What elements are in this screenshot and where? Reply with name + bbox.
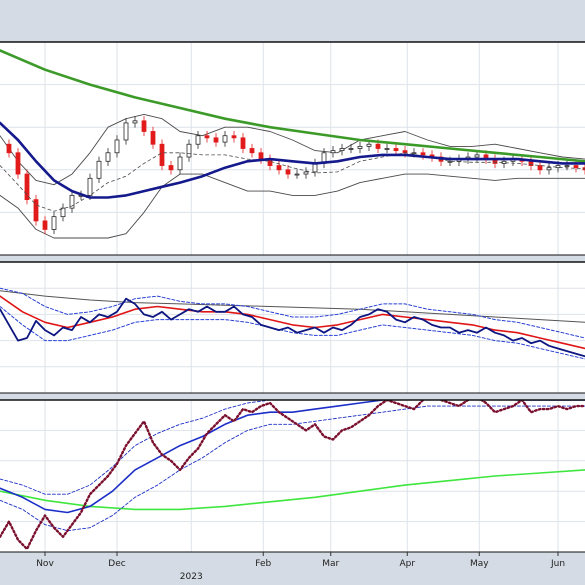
candle-body — [222, 135, 228, 143]
candle-body — [123, 122, 129, 141]
candle-body — [6, 143, 12, 154]
candle-body — [420, 152, 426, 156]
candle-body — [177, 156, 183, 171]
x-tick-label: Jun — [550, 559, 565, 569]
candle-body — [258, 152, 264, 160]
candle-body — [69, 194, 75, 209]
candle-body — [285, 169, 291, 175]
relative-strength-panel-background — [0, 262, 585, 393]
candle-body — [51, 216, 57, 230]
x-tick-label: Nov — [36, 559, 54, 569]
candle-body — [186, 143, 192, 158]
candle-body — [330, 150, 336, 154]
relative-strength-grid — [0, 262, 585, 393]
candle-body — [357, 145, 363, 149]
candle-body — [564, 165, 570, 167]
candle-body — [573, 165, 579, 169]
candle-body — [231, 135, 237, 139]
price-series — [0, 49, 585, 239]
candle-body — [411, 152, 417, 155]
candle-body — [33, 199, 39, 222]
x-tick-label: 2023 — [180, 572, 203, 582]
relative-strength-panel — [0, 261, 585, 394]
candle-body — [132, 120, 138, 124]
osc-dotted-line — [0, 400, 585, 551]
rs-line — [0, 297, 585, 358]
candle-body — [249, 148, 255, 154]
candle-body — [366, 143, 372, 147]
relative-strength-series — [0, 287, 585, 360]
bollinger-upper-line — [0, 113, 585, 186]
sma-short-line — [0, 121, 585, 199]
candle-body — [87, 177, 93, 196]
candle-body — [546, 167, 552, 171]
osc-long-line — [0, 469, 585, 511]
candle-body — [204, 135, 210, 139]
bollinger-lower-line — [0, 173, 585, 239]
candle-body — [393, 148, 399, 152]
candle-body — [339, 148, 345, 152]
candle-body — [42, 220, 48, 230]
rs-band-upper-line — [0, 287, 585, 339]
candle-body — [474, 154, 480, 158]
candle-body — [303, 171, 309, 175]
oscillator-panel — [0, 399, 585, 553]
candle-body — [168, 165, 174, 171]
candle-body — [240, 137, 246, 149]
candle-body — [555, 165, 561, 169]
chart-panels — [0, 41, 585, 553]
candle-body — [150, 131, 156, 145]
candle-body — [276, 165, 282, 171]
oscillator-series — [0, 400, 585, 551]
candle-body — [195, 135, 201, 145]
candle-body — [15, 152, 21, 175]
candle-body — [213, 137, 219, 143]
x-tick-label: May — [470, 559, 489, 569]
candle-body — [384, 148, 390, 150]
price-panel-background — [0, 42, 585, 255]
candle-body — [60, 207, 66, 218]
candle-body — [141, 120, 147, 132]
candle-body — [159, 143, 165, 166]
x-tick-label: Dec — [108, 559, 125, 569]
oscillator-grid — [0, 400, 585, 552]
x-tick-label: Mar — [322, 559, 339, 569]
candle-body — [375, 143, 381, 149]
candle-body — [537, 165, 543, 171]
osc-line — [0, 400, 585, 514]
x-tick-label: Feb — [255, 559, 271, 569]
x-tick-label: Apr — [399, 559, 415, 569]
candle-body — [24, 173, 30, 201]
candle-body — [114, 139, 120, 154]
candle-body — [348, 148, 354, 150]
rs-band-lower-line — [0, 306, 585, 360]
candle-body — [96, 160, 102, 179]
x-axis: Nov Dec 2023 Feb Mar Apr May Jun — [36, 552, 565, 582]
bollinger-mid-line — [0, 152, 585, 212]
price-panel — [0, 41, 585, 256]
rs-long-line — [0, 290, 585, 323]
sma-long-line — [0, 49, 585, 163]
candle-body — [105, 152, 111, 162]
candle-body — [294, 173, 300, 176]
